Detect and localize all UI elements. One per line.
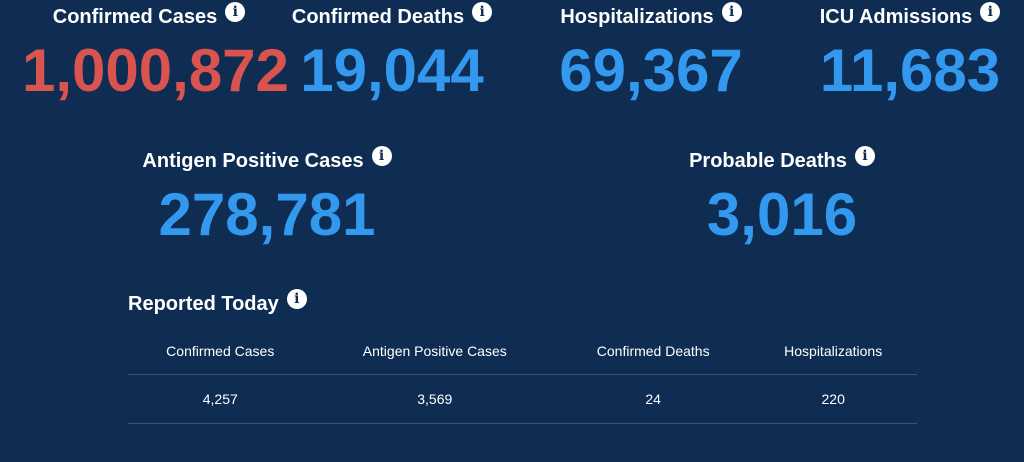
stat-icu-admissions-label: ICU Admissions (819, 6, 973, 28)
table-cell: 3,569 (312, 374, 558, 424)
stat-confirmed-cases: Confirmed Cases i 1,000,872 (22, 1, 289, 104)
info-icon[interactable]: i (286, 288, 307, 309)
stat-probable-deaths-title: Probable Deaths i (689, 145, 875, 173)
stat-icu-admissions: ICU Admissions i 11,683 (812, 1, 1008, 104)
info-icon[interactable]: i (371, 145, 392, 166)
stat-probable-deaths-label: Probable Deaths (689, 150, 847, 172)
table-row: 4,257 3,569 24 220 (128, 374, 917, 424)
reported-today-table: Confirmed Cases Antigen Positive Cases C… (128, 328, 917, 424)
info-icon[interactable]: i (225, 1, 246, 22)
stat-antigen-positive-value: 278,781 (158, 181, 376, 248)
stat-hospitalizations-label: Hospitalizations (560, 6, 714, 28)
stat-probable-deaths-value: 3,016 (706, 181, 858, 248)
info-icon[interactable]: i (472, 1, 493, 22)
column-header: Confirmed Deaths (557, 328, 750, 375)
stat-confirmed-cases-title: Confirmed Cases i (52, 1, 246, 29)
stat-confirmed-cases-value: 1,000,872 (22, 37, 289, 104)
reported-today-label: Reported Today (128, 293, 279, 315)
column-header: Hospitalizations (749, 328, 917, 375)
stat-confirmed-deaths-title: Confirmed Deaths i (291, 1, 493, 29)
stat-confirmed-deaths-label: Confirmed Deaths (291, 6, 465, 28)
reported-today-title: Reported Today i (128, 288, 307, 316)
stat-icu-admissions-title: ICU Admissions i (819, 1, 1001, 29)
stat-hospitalizations: Hospitalizations i 69,367 (552, 1, 750, 104)
stat-hospitalizations-title: Hospitalizations i (560, 1, 742, 29)
stat-antigen-positive-label: Antigen Positive Cases (142, 150, 364, 172)
column-header: Confirmed Cases (128, 328, 313, 375)
info-icon[interactable]: i (854, 145, 875, 166)
stat-antigen-positive-title: Antigen Positive Cases i (142, 145, 392, 173)
table-cell: 24 (557, 374, 750, 424)
stat-probable-deaths: Probable Deaths i 3,016 (676, 145, 888, 248)
table-header-row: Confirmed Cases Antigen Positive Cases C… (128, 328, 917, 375)
table-cell: 4,257 (128, 374, 313, 424)
stat-icu-admissions-value: 11,683 (819, 37, 1001, 104)
info-icon[interactable]: i (980, 1, 1001, 22)
stat-confirmed-deaths: Confirmed Deaths i 19,044 (284, 1, 500, 104)
table-cell: 220 (749, 374, 917, 424)
stat-antigen-positive: Antigen Positive Cases i 278,781 (132, 145, 402, 248)
stat-confirmed-deaths-value: 19,044 (300, 37, 484, 104)
info-icon[interactable]: i (721, 1, 742, 22)
column-header: Antigen Positive Cases (312, 328, 558, 375)
stat-hospitalizations-value: 69,367 (559, 37, 743, 104)
stat-confirmed-cases-label: Confirmed Cases (52, 6, 218, 28)
